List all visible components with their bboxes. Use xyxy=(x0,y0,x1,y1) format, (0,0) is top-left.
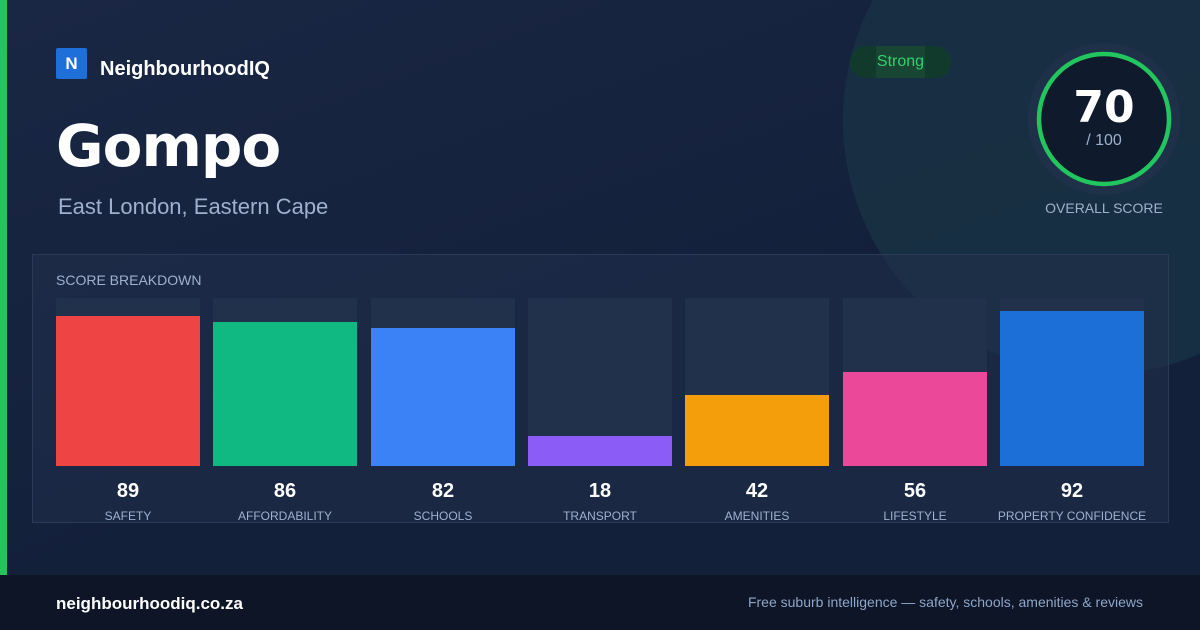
score-bar-fill xyxy=(685,395,829,466)
score-bar-track xyxy=(685,298,829,466)
score-bar-affordability: 86 AFFORDABILITY xyxy=(213,298,357,523)
score-bar-property-confidence: 92 PROPERTY CONFIDENCE xyxy=(998,298,1146,523)
score-bar-track xyxy=(56,298,200,466)
brand-name: NeighbourhoodIQ xyxy=(100,58,270,80)
score-bar-value: 56 xyxy=(903,480,927,502)
score-bar-fill xyxy=(213,322,357,466)
score-bar-transport: 18 TRANSPORT xyxy=(528,298,672,523)
overall-score-ring xyxy=(1028,43,1180,195)
suburb-title: Gompo xyxy=(56,112,281,180)
score-bar-fill xyxy=(1000,311,1144,466)
score-bar-value: 18 xyxy=(588,480,612,502)
score-bar-track xyxy=(528,298,672,466)
score-bar-value: 92 xyxy=(1060,480,1084,502)
overall-score-arc xyxy=(1036,51,1172,187)
score-bar-value: 42 xyxy=(745,480,769,502)
score-bar-track xyxy=(371,298,515,466)
score-bar-value: 86 xyxy=(273,480,297,502)
rating-badge-label: Strong xyxy=(876,53,925,70)
accent-stripe xyxy=(0,0,7,575)
score-bar-schools: 82 SCHOOLS xyxy=(371,298,515,523)
score-bar-fill xyxy=(843,372,987,466)
overall-score-value: 70 xyxy=(1073,82,1135,133)
score-bar-track xyxy=(1000,298,1144,466)
score-bar-amenities: 42 AMENITIES xyxy=(685,298,829,523)
footer xyxy=(0,575,1200,630)
score-bar-label: PROPERTY CONFIDENCE xyxy=(997,509,1147,523)
score-bar-track xyxy=(843,298,987,466)
score-bar-value: 82 xyxy=(431,480,455,502)
score-bar-safety: 89 SAFETY xyxy=(56,298,200,523)
score-bar-label: AFFORDABILITY xyxy=(237,509,332,523)
score-breakdown-title: SCORE BREAKDOWN xyxy=(56,272,202,288)
score-bar-fill xyxy=(528,436,672,466)
score-bar-value: 89 xyxy=(116,480,140,502)
score-bar-fill xyxy=(56,316,200,466)
brand: N NeighbourhoodIQ xyxy=(56,46,270,81)
footer-tagline: Free suburb intelligence — safety, schoo… xyxy=(747,594,1143,610)
rating-badge: Strong xyxy=(850,46,951,78)
score-bar-label: AMENITIES xyxy=(724,509,790,523)
score-bar-label: SCHOOLS xyxy=(413,509,473,523)
brand-logo-icon: N xyxy=(56,48,87,79)
suburb-location: East London, Eastern Cape xyxy=(58,194,329,219)
overall-score-max: / 100 xyxy=(1086,132,1122,149)
score-bar-fill xyxy=(371,328,515,466)
score-bar-label: SAFETY xyxy=(104,509,152,523)
score-bar-label: LIFESTYLE xyxy=(883,509,947,523)
footer-url[interactable]: neighbourhoodiq.co.za xyxy=(56,594,243,613)
overall-score-label: OVERALL SCORE xyxy=(1045,200,1163,216)
score-breakdown-bars: 89 SAFETY 86 AFFORDABILITY 82 SCHOOLS 18 TRANSP… xyxy=(56,298,1146,523)
score-bar-track xyxy=(213,298,357,466)
score-bar-label: TRANSPORT xyxy=(563,509,637,523)
score-bar-lifestyle: 56 LIFESTYLE xyxy=(843,298,987,523)
